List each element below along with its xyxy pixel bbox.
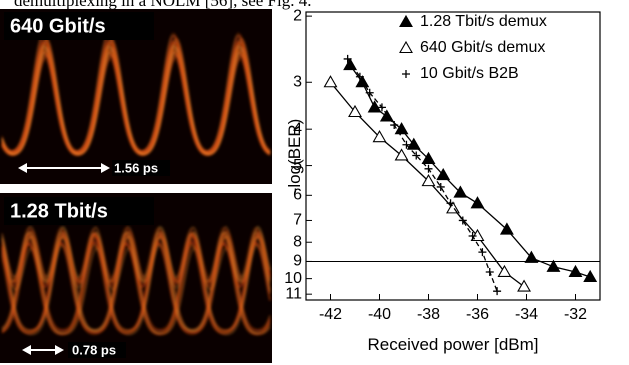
- marker: [325, 76, 337, 87]
- scale-label: 1.56 ps: [114, 160, 158, 175]
- x-tick-label: -42: [319, 306, 342, 323]
- legend-marker: [400, 16, 412, 27]
- marker: [390, 121, 398, 129]
- fit-line: [350, 65, 590, 277]
- y-tick-label: 10: [284, 270, 302, 287]
- legend-marker: [400, 42, 412, 53]
- figure: demultiplexing in a NOLM [56], see Fig. …: [0, 0, 629, 365]
- legend-marker: [402, 70, 410, 78]
- y-tick-label: 8: [293, 233, 302, 250]
- marker: [493, 287, 501, 295]
- marker: [369, 101, 381, 112]
- y-tick-label: 5: [293, 157, 302, 174]
- marker: [472, 197, 484, 208]
- scale-label: 0.78 ps: [72, 342, 116, 357]
- x-axis-label: Received power [dBm]: [367, 335, 538, 354]
- panel-label: 1.28 Tbit/s: [10, 200, 108, 222]
- marker: [396, 149, 408, 160]
- y-tick-label: 2: [293, 7, 302, 24]
- x-tick-label: -36: [466, 306, 489, 323]
- marker: [498, 266, 510, 277]
- marker: [478, 248, 486, 256]
- chart: -log(BER) Received power [dBm] 234567891…: [284, 7, 600, 354]
- marker: [547, 261, 559, 272]
- y-tick-label: 3: [293, 73, 302, 90]
- y-tick-label: 4: [293, 120, 302, 137]
- y-tick-label: 9: [293, 253, 302, 270]
- x-tick-label: -32: [564, 306, 587, 323]
- x-tick-label: -34: [515, 306, 538, 323]
- marker: [437, 183, 445, 191]
- marker: [486, 268, 494, 276]
- page: {"header_text": "demultiplexing in a NOL…: [0, 0, 629, 365]
- panel-label: 640 Gbit/s: [10, 15, 106, 37]
- x-tick-label: -38: [417, 306, 440, 323]
- marker: [518, 281, 530, 292]
- y-tick-label: 11: [285, 285, 302, 302]
- y-tick-label: 6: [293, 187, 302, 204]
- header-text: demultiplexing in a NOLM [56], see Fig. …: [14, 0, 311, 10]
- legend-label: 10 Gbit/s B2B: [420, 65, 519, 82]
- legend-label: 1.28 Tbit/s demux: [420, 13, 547, 30]
- y-tick-label: 7: [293, 212, 302, 229]
- x-tick-label: -40: [368, 306, 391, 323]
- legend-label: 640 Gbit/s demux: [420, 39, 545, 56]
